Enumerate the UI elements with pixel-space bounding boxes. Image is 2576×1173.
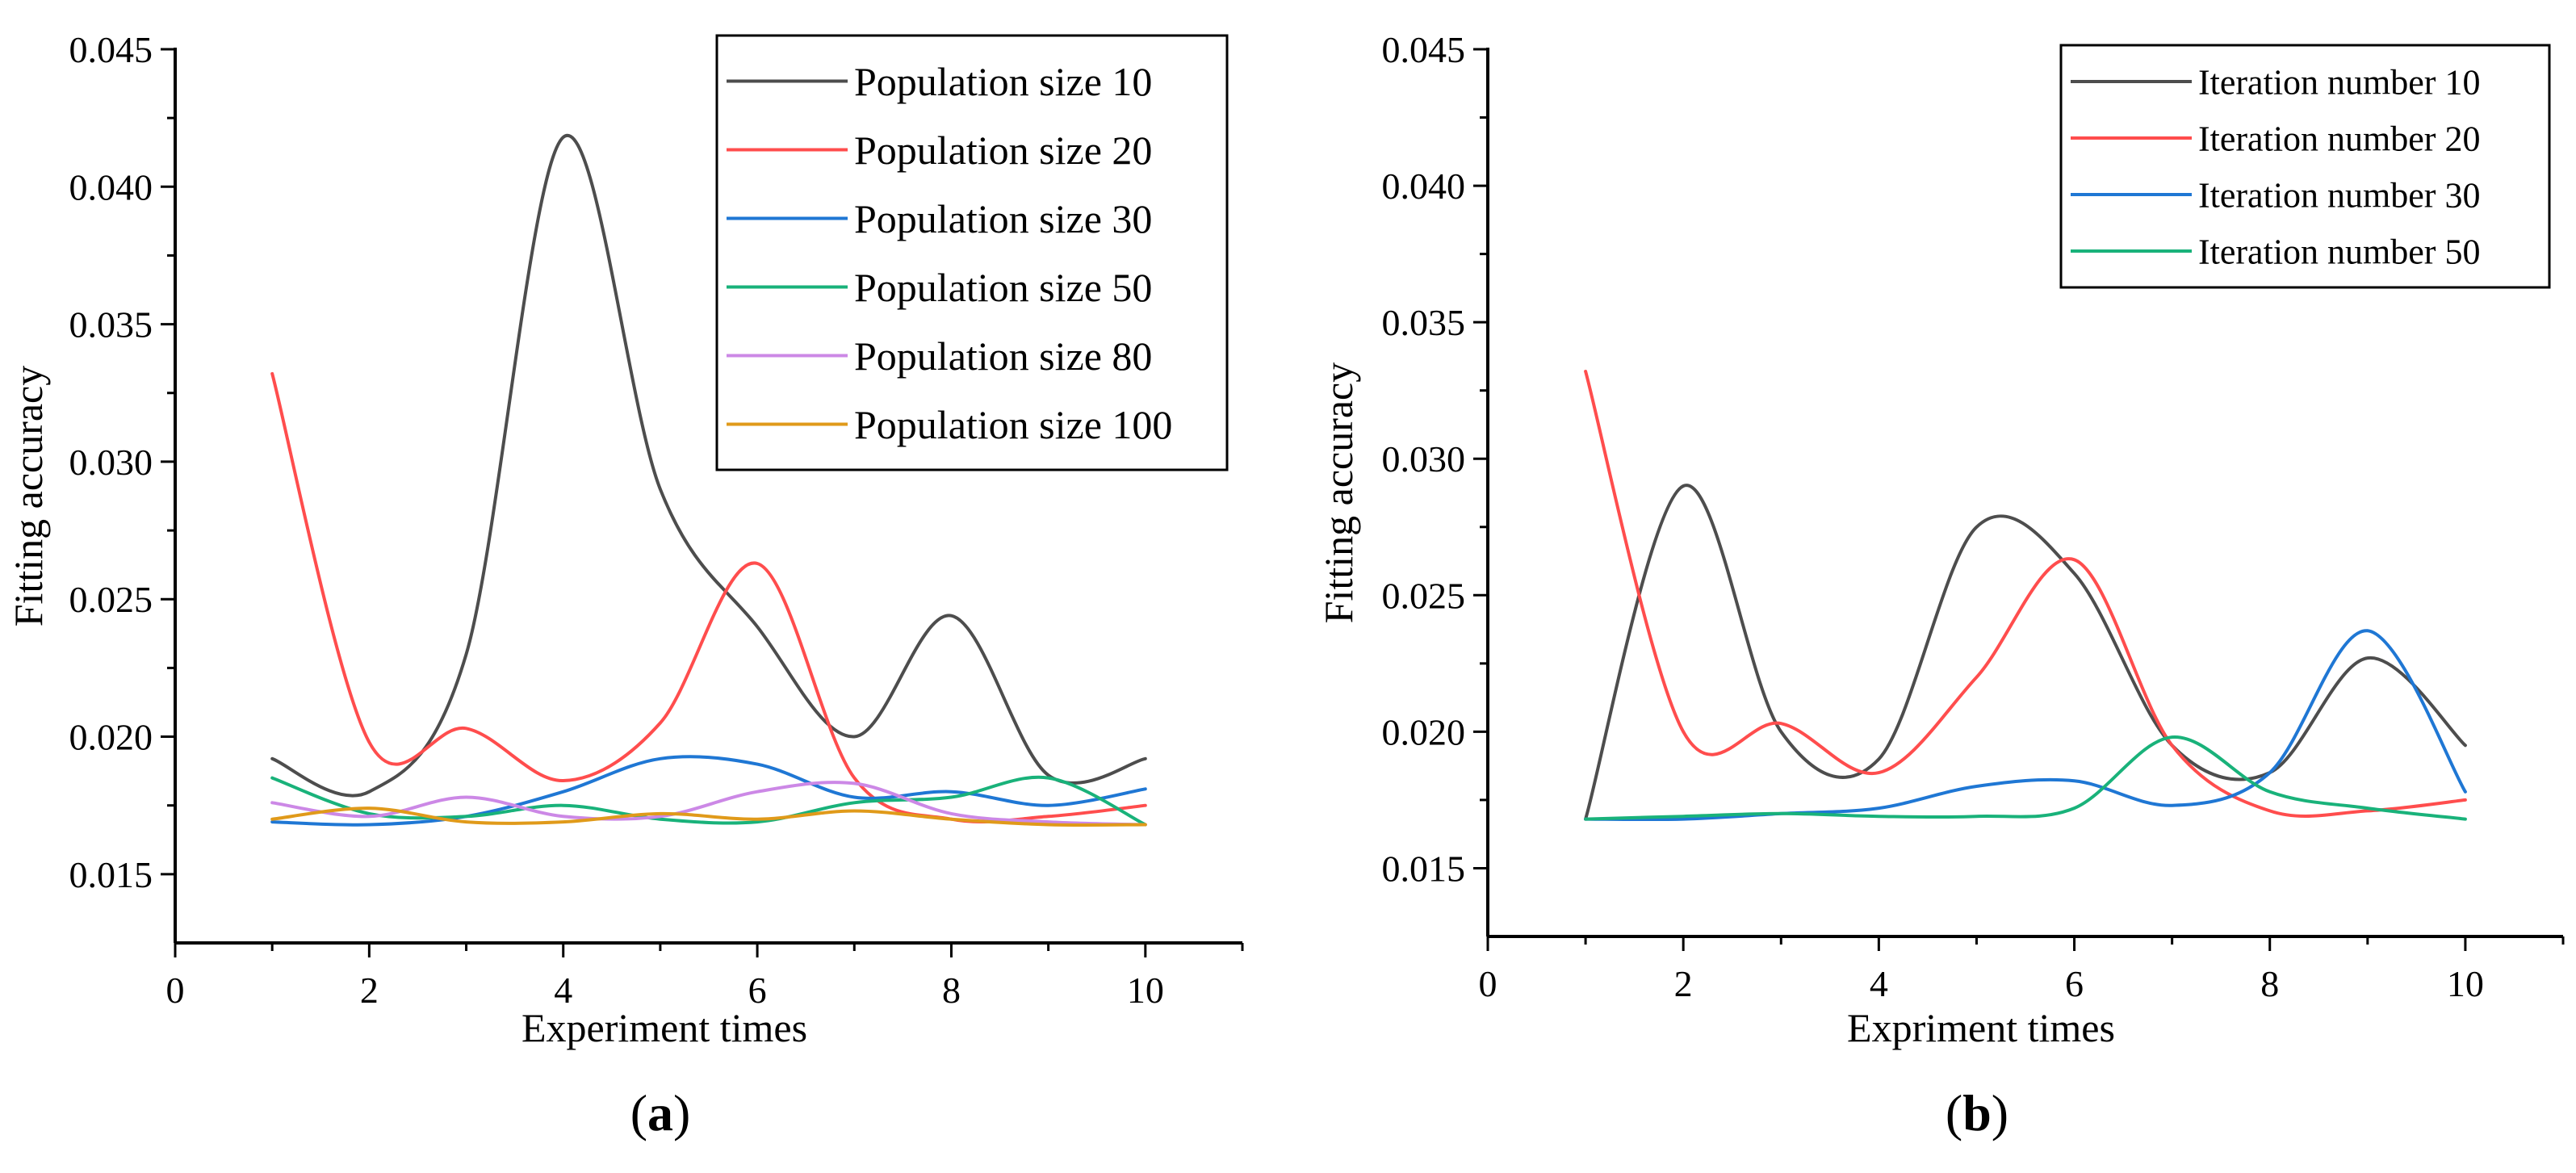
- y-tick-label: 0.015: [69, 854, 153, 895]
- x-tick-label: 6: [748, 970, 767, 1011]
- series-line-3: [270, 755, 1147, 827]
- y-tick-label: 0.030: [1382, 438, 1466, 480]
- legend: Population size 10 Population size 20 Popu…: [715, 34, 1229, 471]
- y-axis-title: Fitting accuracy: [1316, 362, 1361, 624]
- legend-entry-2: Iteration number 20: [2198, 119, 2480, 158]
- panel-label-open: (: [1946, 1084, 1962, 1142]
- x-tick-label: 0: [166, 970, 185, 1011]
- legend-frame: [715, 34, 1229, 471]
- y-tick-label: 0.020: [69, 717, 153, 758]
- series-group: [1584, 370, 2467, 822]
- legend: Iteration number 10 Iteration number 20 It…: [2059, 44, 2551, 289]
- x-tick-label: 10: [1127, 970, 1164, 1011]
- series-line-1: [1584, 484, 2467, 821]
- panel-label: (b): [1946, 1084, 2008, 1142]
- y-tick-label: 0.045: [1382, 29, 1466, 70]
- y-tick-label: 0.035: [1382, 302, 1466, 343]
- x-tick-label: 2: [1674, 963, 1693, 1004]
- series-line-4: [1584, 735, 2467, 821]
- legend-entry-5: Population size 80: [854, 333, 1152, 379]
- y-tick-label: 0.025: [1382, 575, 1466, 616]
- legend-entry-3: Iteration number 30: [2198, 175, 2480, 215]
- y-axis-title: Fitting accuracy: [6, 366, 51, 627]
- x-axis-title: Expriment times: [1847, 1005, 2115, 1050]
- panel-label-close: ): [1992, 1084, 2008, 1142]
- y-tick-label: 0.040: [1382, 165, 1466, 207]
- legend-entry-3: Population size 30: [854, 196, 1152, 241]
- series-line-5: [270, 781, 1147, 827]
- series-group: [270, 133, 1147, 827]
- y-tick-label: 0.025: [69, 579, 153, 620]
- legend-entry-4: Iteration number 50: [2198, 232, 2480, 271]
- x-tick-label: 4: [554, 970, 572, 1011]
- x-tick-label: 8: [942, 970, 961, 1011]
- legend-entry-1: Iteration number 10: [2198, 62, 2480, 102]
- x-tick-label: 2: [360, 970, 379, 1011]
- panel-label-open: (: [630, 1084, 647, 1142]
- legend-entry-6: Population size 100: [854, 402, 1172, 447]
- x-tick-label: 4: [1870, 963, 1888, 1004]
- chart-panel-a: 0 2 4 6 8 10 0.015 0.020 0.025 0.030 0.035 0.040 0.0…: [6, 29, 1244, 1142]
- x-tick-label: 6: [2065, 963, 2084, 1004]
- x-tick-label: 8: [2260, 963, 2279, 1004]
- y-tick-label: 0.035: [69, 304, 153, 346]
- x-axis-title: Experiment times: [521, 1005, 807, 1050]
- series-line-1: [270, 133, 1147, 798]
- series-line-4: [270, 775, 1147, 827]
- x-tick-label: 0: [1479, 963, 1497, 1004]
- legend-entry-2: Population size 20: [854, 128, 1152, 173]
- y-tick-label: 0.045: [69, 29, 153, 70]
- panel-label-letter: a: [647, 1084, 673, 1142]
- y-tick-label: 0.030: [69, 442, 153, 483]
- y-tick-label: 0.015: [1382, 848, 1466, 889]
- panel-label-close: ): [673, 1084, 690, 1142]
- series-line-6: [270, 806, 1147, 827]
- y-tick-label: 0.040: [69, 166, 153, 207]
- panel-label: (a): [630, 1084, 691, 1142]
- legend-frame: [2059, 44, 2551, 289]
- series-line-3: [1584, 629, 2467, 822]
- panel-label-letter: b: [1962, 1084, 1992, 1142]
- x-tick-label: 10: [2447, 963, 2484, 1004]
- chart-panel-b: 0 2 4 6 8 10 0.015 0.020 0.025 0.030 0.035 0.040 0.0…: [1316, 29, 2565, 1142]
- series-line-2: [1584, 370, 2467, 818]
- legend-entry-4: Population size 50: [854, 265, 1152, 310]
- legend-entry-1: Population size 10: [854, 59, 1152, 104]
- y-tick-label: 0.020: [1382, 711, 1466, 752]
